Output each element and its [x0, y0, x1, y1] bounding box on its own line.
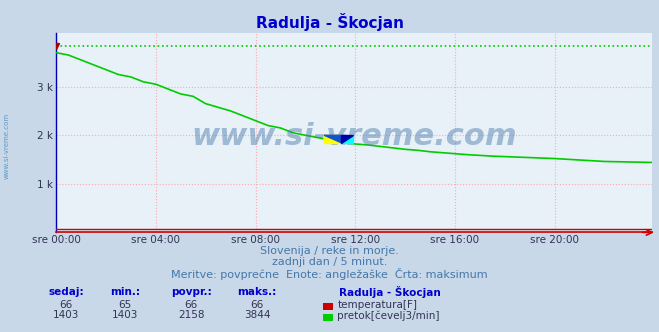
Text: maks.:: maks.:	[237, 287, 277, 297]
Text: 66: 66	[250, 300, 264, 310]
Text: 2158: 2158	[178, 310, 204, 320]
Text: povpr.:: povpr.:	[171, 287, 212, 297]
Polygon shape	[324, 135, 341, 142]
Text: min.:: min.:	[110, 287, 140, 297]
Polygon shape	[324, 135, 341, 142]
Text: temperatura[F]: temperatura[F]	[337, 300, 417, 310]
Text: Radulja - Škocjan: Radulja - Škocjan	[256, 13, 403, 31]
Text: 1403: 1403	[112, 310, 138, 320]
Text: 1403: 1403	[53, 310, 79, 320]
Text: 65: 65	[119, 300, 132, 310]
Text: zadnji dan / 5 minut.: zadnji dan / 5 minut.	[272, 257, 387, 267]
Text: Radulja - Škocjan: Radulja - Škocjan	[339, 286, 441, 298]
Text: Slovenija / reke in morje.: Slovenija / reke in morje.	[260, 246, 399, 256]
Text: Meritve: povprečne  Enote: angležaške  Črta: maksimum: Meritve: povprečne Enote: angležaške Črt…	[171, 268, 488, 280]
Text: sedaj:: sedaj:	[48, 287, 84, 297]
Polygon shape	[341, 135, 353, 142]
Text: 66: 66	[59, 300, 72, 310]
Polygon shape	[341, 135, 353, 142]
Text: 3844: 3844	[244, 310, 270, 320]
Text: www.si-vreme.com: www.si-vreme.com	[3, 113, 9, 179]
Text: www.si-vreme.com: www.si-vreme.com	[191, 122, 517, 151]
Text: 66: 66	[185, 300, 198, 310]
Text: pretok[čevelj3/min]: pretok[čevelj3/min]	[337, 310, 440, 321]
